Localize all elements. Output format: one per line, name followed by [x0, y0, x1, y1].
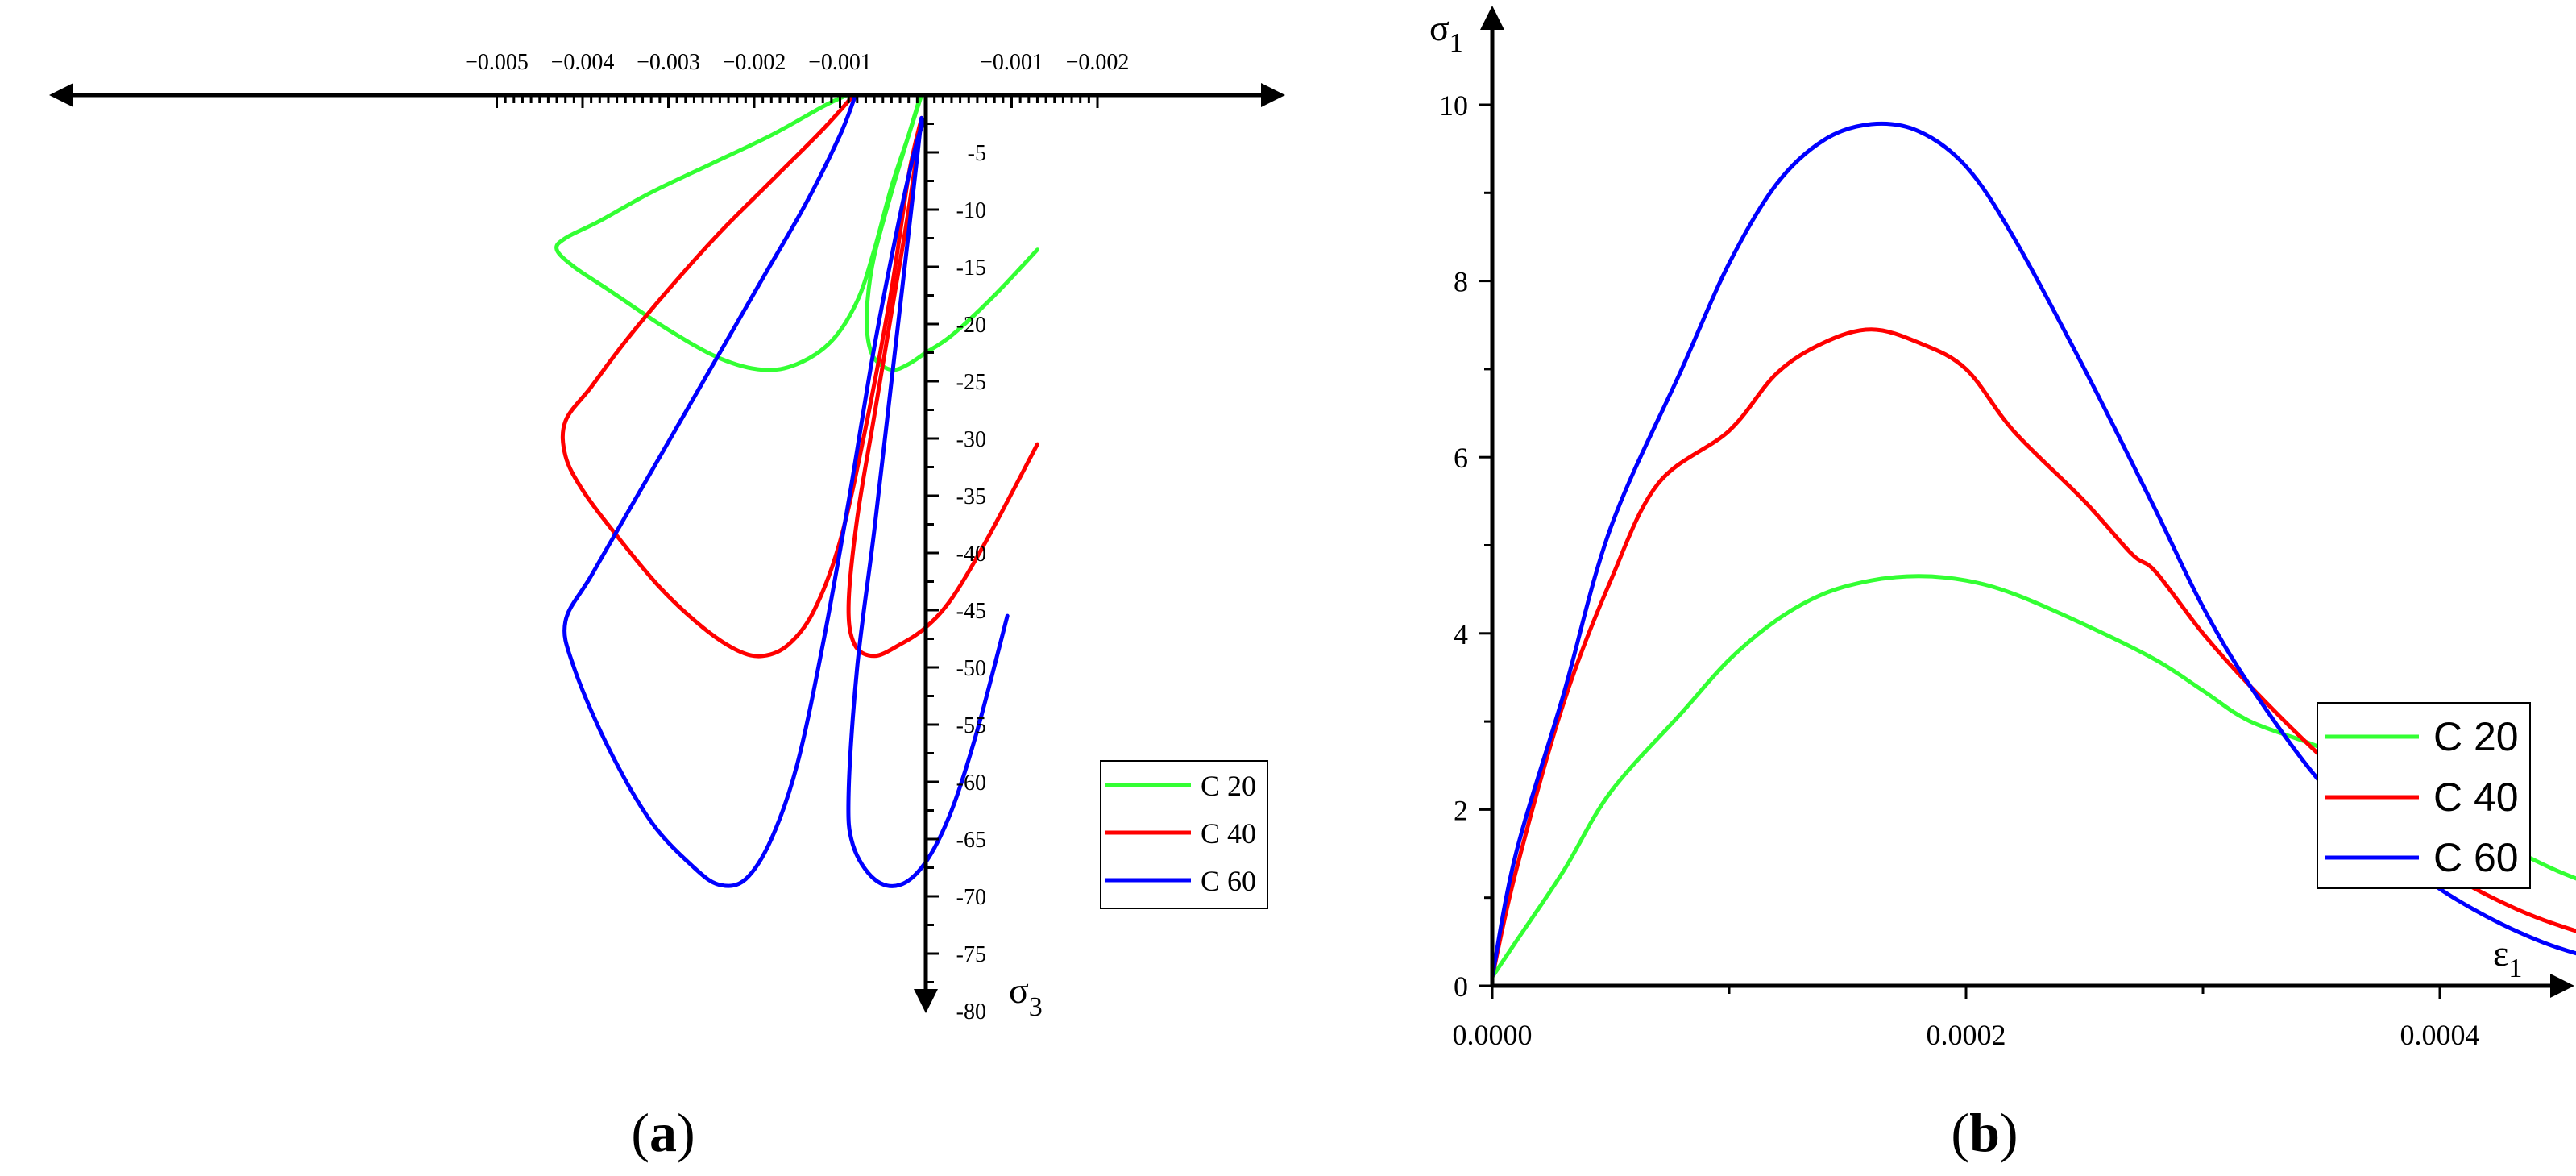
- a-series-c40-curve-1: [560, 93, 924, 659]
- a-x-tick-label: −0.003: [637, 50, 700, 75]
- a-y-axis-label: σ3: [1009, 970, 1043, 1022]
- a-y-tick-label: -40: [956, 542, 986, 567]
- b-legend: C 20 C 40 C 60: [2317, 702, 2531, 889]
- a-x-tick-label: −0.002: [1066, 50, 1130, 75]
- a-series-c60-curve-2: [846, 115, 1010, 888]
- b-y-tick-label: 8: [1454, 266, 1468, 298]
- a-x-tick-label: −0.002: [723, 50, 786, 75]
- a-legend-label: C 60: [1201, 865, 1256, 897]
- b-y-tick-label: 4: [1454, 618, 1468, 650]
- b-legend-label: C 60: [2433, 835, 2519, 880]
- b-curves: [1490, 121, 2576, 979]
- b-y-tick-label: 10: [1439, 89, 1468, 122]
- a-y-tick-label: -60: [956, 771, 986, 796]
- b-legend-label: C 20: [2433, 714, 2519, 759]
- a-y-tick-label: -5: [968, 141, 986, 166]
- b-y-axis-label: σ1: [1429, 7, 1463, 58]
- b-y-tick-label: 0: [1454, 970, 1468, 1003]
- a-x-tick-label: −0.004: [551, 50, 615, 75]
- a-y-ticks: -5 -10 -15 -20 -25 -30 -35 -40 -45 -50 -55 -60 -65 -7…: [926, 123, 986, 1024]
- b-y-ticks: 0 2 4 6 8 10: [1439, 89, 1492, 1003]
- a-axes: [49, 83, 1285, 1013]
- b-series-c20-curve: [1490, 574, 2576, 979]
- a-y-tick-label: -35: [956, 484, 986, 509]
- a-y-tick-label: -65: [956, 828, 986, 853]
- a-y-tick-label: -50: [956, 656, 986, 681]
- a-legend: C 20 C 40 C 60: [1100, 760, 1268, 909]
- b-y-tick-label: 6: [1454, 442, 1468, 474]
- b-x-tick-label: 0.0002: [1927, 1019, 2006, 1051]
- a-y-tick-label: -25: [956, 370, 986, 395]
- b-series-c40-curve: [1490, 327, 2576, 979]
- a-x-ticks: −0.005 −0.004 −0.003 −0.002 −0.001 −0.001 −0.0…: [465, 50, 1129, 108]
- b-y-tick-label: 2: [1454, 794, 1468, 826]
- a-y-tick-label: -15: [956, 256, 986, 280]
- a-series-c20-curve-2: [865, 93, 1039, 372]
- a-y-tick-label: -75: [956, 942, 986, 967]
- a-legend-label: C 40: [1201, 817, 1256, 850]
- b-x-tick-label: 0.0004: [2400, 1019, 2480, 1051]
- a-y-tick-label: -30: [956, 427, 986, 452]
- b-legend-label: C 40: [2433, 775, 2519, 820]
- a-y-tick-label: -80: [956, 999, 986, 1024]
- a-y-tick-label: -10: [956, 198, 986, 223]
- a-y-tick-label: -45: [956, 599, 986, 624]
- a-series-c60-curve-1: [562, 93, 928, 888]
- a-x-tick-label: −0.005: [465, 50, 529, 75]
- a-y-tick-label: -70: [956, 885, 986, 910]
- a-y-tick-label: -20: [956, 313, 986, 338]
- a-curves: [554, 93, 1039, 888]
- panel-b-label: (b): [1951, 1102, 2018, 1163]
- a-y-tick-label: -55: [956, 713, 986, 738]
- b-series-c60-curve: [1490, 121, 2576, 979]
- a-x-tick-label: −0.001: [980, 50, 1043, 75]
- panel-a-label: (a): [631, 1102, 695, 1163]
- b-axes: [1480, 6, 2574, 998]
- b-x-tick-label: 0.0000: [1453, 1019, 1533, 1051]
- a-x-tick-label: −0.001: [808, 50, 872, 75]
- a-legend-label: C 20: [1201, 770, 1256, 802]
- chart-a: −0.005 −0.004 −0.003 −0.002 −0.001 −0.001 −0.0…: [49, 50, 1285, 1163]
- a-series-c40-curve-2: [846, 115, 1039, 659]
- b-x-axis-label: ε1: [2493, 933, 2522, 983]
